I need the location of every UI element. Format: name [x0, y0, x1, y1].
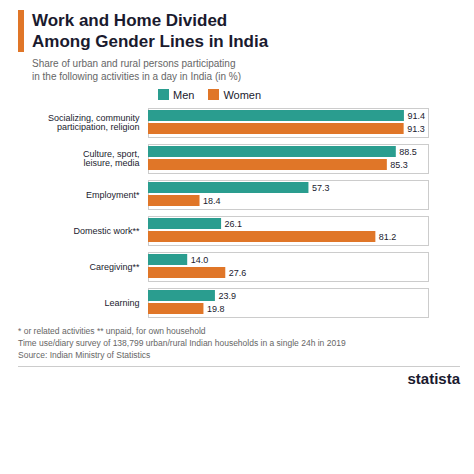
- svg-text:19.8: 19.8: [207, 304, 225, 314]
- svg-text:57.3: 57.3: [312, 183, 330, 193]
- svg-text:Culture, sport,leisure, media: Culture, sport,leisure, media: [83, 149, 140, 168]
- svg-text:81.2: 81.2: [379, 232, 397, 242]
- svg-text:27.6: 27.6: [229, 268, 247, 278]
- svg-text:91.3: 91.3: [407, 124, 425, 134]
- svg-text:85.3: 85.3: [390, 160, 408, 170]
- html-text:Men: Men: [173, 89, 195, 101]
- svg-text:88.5: 88.5: [399, 147, 417, 157]
- svg-text:23.9: 23.9: [218, 291, 236, 301]
- svg-text:26.1: 26.1: [225, 219, 243, 229]
- html-text:Time use/diary survey of 138,7: Time use/diary survey of 138,799 urban/r…: [18, 338, 346, 348]
- svg-text:Socializing, communityparticip: Socializing, communityparticipation, rel…: [48, 113, 140, 132]
- svg-text:Learning: Learning: [104, 298, 139, 308]
- svg-text:14.0: 14.0: [191, 255, 209, 265]
- html-text:* or related activities ** unp: * or related activities ** unpaid, for o…: [18, 326, 206, 336]
- svg-text:Employment*: Employment*: [86, 190, 140, 200]
- html-text:Source: Indian Ministry of Sta: Source: Indian Ministry of Statistics: [18, 350, 151, 360]
- html-text:Work and Home Divided Among Ge: Work and Home Divided Among Gender Lines…: [32, 11, 269, 51]
- svg-text:Caregiving**: Caregiving**: [89, 262, 140, 272]
- html-text:Women: Women: [223, 89, 262, 101]
- svg-text:Domestic work**: Domestic work**: [73, 226, 140, 236]
- html-text:statista: statista: [407, 370, 460, 387]
- svg-text:18.4: 18.4: [203, 196, 221, 206]
- svg-text:91.4: 91.4: [407, 111, 425, 121]
- html-text:Share of urban and rural perso: Share of urban and rural persons partici…: [32, 58, 241, 82]
